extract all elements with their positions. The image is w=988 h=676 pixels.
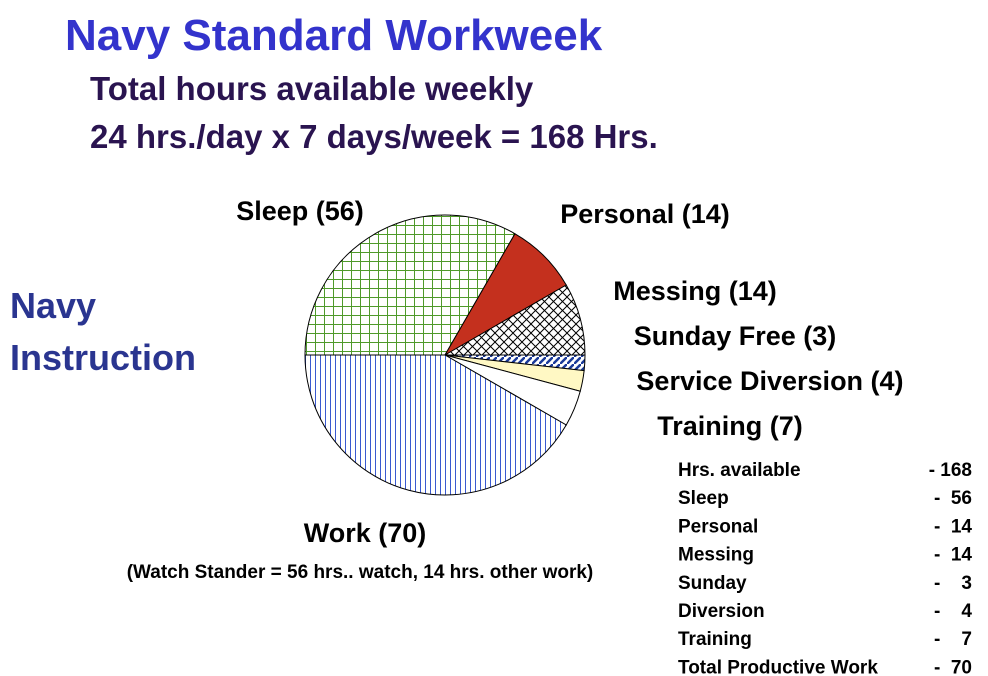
- side-label: Instruction: [10, 337, 196, 378]
- table-value: - 14: [934, 516, 972, 537]
- slice-label: Personal (14): [560, 199, 730, 229]
- table-label: Diversion: [678, 601, 765, 622]
- table-label: Total Productive Work: [678, 657, 878, 676]
- subtitle: Total hours available weekly: [90, 70, 534, 107]
- pie-slice: [304, 214, 516, 356]
- table-value: - 7: [934, 629, 972, 650]
- table-label: Sunday: [678, 573, 747, 594]
- title: Navy Standard Workweek: [65, 11, 603, 60]
- slice-label: Sunday Free (3): [634, 321, 837, 351]
- table-value: - 70: [934, 657, 972, 676]
- table-label: Training: [678, 629, 752, 650]
- subtitle: 24 hrs./day x 7 days/week = 168 Hrs.: [90, 118, 658, 155]
- table-label: Personal: [678, 516, 758, 537]
- pie-labels: Sleep (56) Personal (14) Messing (14) Sunda…: [236, 196, 903, 548]
- pie-slice: [304, 354, 567, 496]
- table-value: - 4: [934, 601, 972, 622]
- table: Hrs. available - 168 Sleep - 56 Personal - 14…: [678, 460, 972, 676]
- table-value: - 168: [929, 460, 972, 481]
- slice-label: Training (7): [657, 411, 803, 441]
- slice-label: Sleep (56): [236, 196, 364, 226]
- table-value: - 3: [934, 573, 972, 594]
- slice-label: Service Diversion (4): [636, 366, 903, 396]
- annotation: (Watch Stander = 56 hrs.. watch, 14 hrs.…: [127, 562, 594, 583]
- slice-label: Work (70): [304, 518, 427, 548]
- slice-label: Messing (14): [613, 276, 777, 306]
- table-label: Sleep: [678, 488, 729, 509]
- pie: [304, 214, 586, 496]
- side-label: Navy: [10, 285, 96, 326]
- table-label: Messing: [678, 545, 754, 566]
- table-label: Hrs. available: [678, 460, 801, 481]
- table-value: - 14: [934, 545, 972, 566]
- table-value: - 56: [934, 488, 972, 509]
